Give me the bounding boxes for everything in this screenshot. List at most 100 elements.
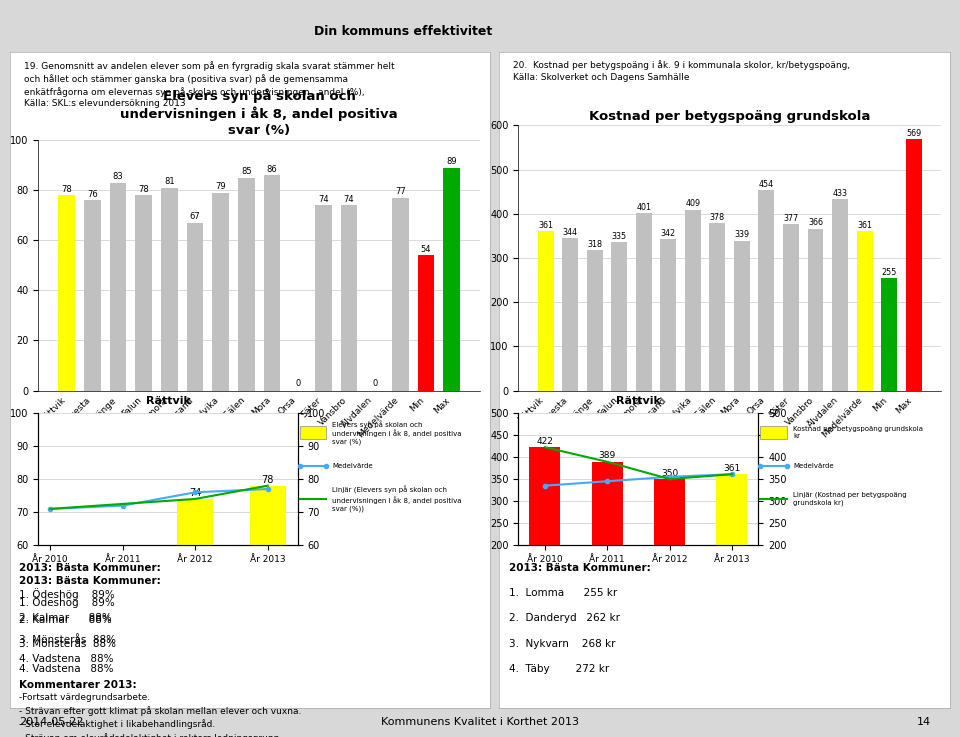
Bar <box>684 210 701 391</box>
Title: Rättvik: Rättvik <box>616 397 660 406</box>
Text: 86: 86 <box>267 165 277 174</box>
Text: 350: 350 <box>660 469 678 478</box>
Bar <box>660 240 676 391</box>
Text: 19. Genomsnitt av andelen elever som på en fyrgradig skala svarat stämmer helt
o: 19. Genomsnitt av andelen elever som på … <box>24 60 395 108</box>
Text: 422: 422 <box>537 437 553 446</box>
Bar <box>341 205 357 391</box>
Text: 14: 14 <box>917 717 931 727</box>
Bar <box>856 231 873 391</box>
Bar <box>881 278 897 391</box>
Bar <box>84 200 101 391</box>
Bar <box>177 499 213 737</box>
Text: - Stor elevdelaktighet i likabehandlingsråd.: - Stor elevdelaktighet i likabehandlings… <box>19 719 215 730</box>
Text: -Fortsatt värdegrundsarbete.: -Fortsatt värdegrundsarbete. <box>19 693 151 702</box>
Text: 0: 0 <box>295 379 300 388</box>
Bar <box>807 228 824 391</box>
Bar <box>529 447 561 634</box>
Text: 335: 335 <box>612 232 627 241</box>
Text: - Strävan efter gott klimat på skolan mellan elever och vuxna.: - Strävan efter gott klimat på skolan me… <box>19 706 301 716</box>
Bar <box>212 192 229 391</box>
Bar <box>238 178 254 391</box>
Bar <box>636 213 652 391</box>
Text: Linjär (Elevers syn på skolan och
undervisningen i åk 8, andel positiva
svar (%): Linjär (Elevers syn på skolan och underv… <box>332 486 462 512</box>
Text: 67: 67 <box>190 212 201 221</box>
Text: 339: 339 <box>734 231 750 240</box>
Bar <box>587 250 603 391</box>
Bar <box>135 195 152 391</box>
Text: 2014-05-22: 2014-05-22 <box>19 717 84 727</box>
Bar <box>709 223 726 391</box>
Text: 2. Kalmar      88%: 2. Kalmar 88% <box>19 615 112 625</box>
Bar <box>315 205 331 391</box>
Text: 2.  Danderyd   262 kr: 2. Danderyd 262 kr <box>509 613 620 624</box>
Text: 74: 74 <box>189 488 202 498</box>
Text: Linjär (Kostnad per betygspoäng
grundskola kr): Linjär (Kostnad per betygspoäng grundsko… <box>793 492 906 506</box>
Text: 454: 454 <box>758 180 774 189</box>
Text: 361: 361 <box>723 464 740 473</box>
Text: 1. Ödeshög    89%: 1. Ödeshög 89% <box>19 596 115 608</box>
Text: 318: 318 <box>588 240 602 248</box>
Bar <box>733 241 750 391</box>
Text: 361: 361 <box>538 220 553 230</box>
Text: 433: 433 <box>832 189 848 198</box>
Text: 78: 78 <box>261 475 274 485</box>
Bar <box>905 139 922 391</box>
Text: 83: 83 <box>112 172 124 181</box>
Bar <box>832 199 848 391</box>
Text: 361: 361 <box>857 220 872 230</box>
Text: Medelvärde: Medelvärde <box>332 463 372 469</box>
Bar <box>264 175 280 391</box>
Text: 0: 0 <box>372 379 377 388</box>
Title: Elevers syn på skolan och
undervisningen i åk 8, andel positiva
svar (%): Elevers syn på skolan och undervisningen… <box>120 89 398 138</box>
Text: Kommentarer 2013:: Kommentarer 2013: <box>19 680 137 690</box>
Text: 377: 377 <box>783 214 799 223</box>
Text: 78: 78 <box>61 185 72 194</box>
Bar <box>612 242 627 391</box>
Text: 78: 78 <box>138 185 149 194</box>
Text: 1.  Lomma      255 kr: 1. Lomma 255 kr <box>509 588 617 598</box>
Text: Elevers syn på skolan och
undervisningen i åk 8, andel positiva
svar (%): Elevers syn på skolan och undervisningen… <box>332 420 462 445</box>
Text: 366: 366 <box>808 218 823 228</box>
Text: 389: 389 <box>599 452 616 461</box>
Text: 76: 76 <box>87 190 98 199</box>
Text: 4. Vadstena   88%: 4. Vadstena 88% <box>19 664 113 674</box>
Text: 2013: Bästa Kommuner:: 2013: Bästa Kommuner: <box>509 563 651 573</box>
Bar <box>444 167 460 391</box>
Text: 79: 79 <box>215 182 226 192</box>
Text: 54: 54 <box>420 245 431 254</box>
Text: 4.  Täby        272 kr: 4. Täby 272 kr <box>509 664 609 674</box>
Text: 3. Mönsterås  88%: 3. Mönsterås 88% <box>19 635 116 645</box>
Text: 74: 74 <box>344 195 354 204</box>
Text: 1. Ödeshög    89%: 1. Ödeshög 89% <box>19 588 115 600</box>
Text: 409: 409 <box>685 200 701 209</box>
Text: 81: 81 <box>164 178 175 186</box>
Text: 89: 89 <box>446 157 457 167</box>
Text: 3. Mönsterås  88%: 3. Mönsterås 88% <box>19 638 116 649</box>
Bar <box>563 239 578 391</box>
Text: 74: 74 <box>318 195 328 204</box>
Bar <box>591 462 623 634</box>
Text: 255: 255 <box>881 268 897 276</box>
Text: 344: 344 <box>563 228 578 237</box>
Bar <box>654 479 685 634</box>
Text: 4. Vadstena   88%: 4. Vadstena 88% <box>19 654 113 664</box>
Bar <box>109 183 127 391</box>
Bar <box>250 486 286 737</box>
Title: Kostnad per betygspoäng grundskola: Kostnad per betygspoäng grundskola <box>588 110 871 123</box>
Bar <box>783 224 799 391</box>
Text: 401: 401 <box>636 203 651 212</box>
Text: 2013: Bästa Kommuner:: 2013: Bästa Kommuner: <box>19 563 161 573</box>
Bar <box>161 188 178 391</box>
Text: 77: 77 <box>395 187 406 196</box>
Bar <box>59 195 75 391</box>
Text: Din kommuns effektivitet: Din kommuns effektivitet <box>314 25 492 38</box>
Bar <box>538 231 554 391</box>
Text: - Strävan om elevrådsdelaktighet i rektors ledningsgrupp.: - Strävan om elevrådsdelaktighet i rekto… <box>19 733 282 737</box>
Bar <box>187 223 204 391</box>
Text: 20.  Kostnad per betygspoäng i åk. 9 i kommunala skolor, kr/betygspoäng,
Källa: : 20. Kostnad per betygspoäng i åk. 9 i ko… <box>513 60 851 82</box>
Text: 2013: Bästa Kommuner:: 2013: Bästa Kommuner: <box>19 576 161 586</box>
Text: 569: 569 <box>906 129 922 138</box>
Text: 2. Kalmar      88%: 2. Kalmar 88% <box>19 613 112 624</box>
Text: Kommunens Kvalitet i Korthet 2013: Kommunens Kvalitet i Korthet 2013 <box>381 717 579 727</box>
Bar <box>758 190 775 391</box>
